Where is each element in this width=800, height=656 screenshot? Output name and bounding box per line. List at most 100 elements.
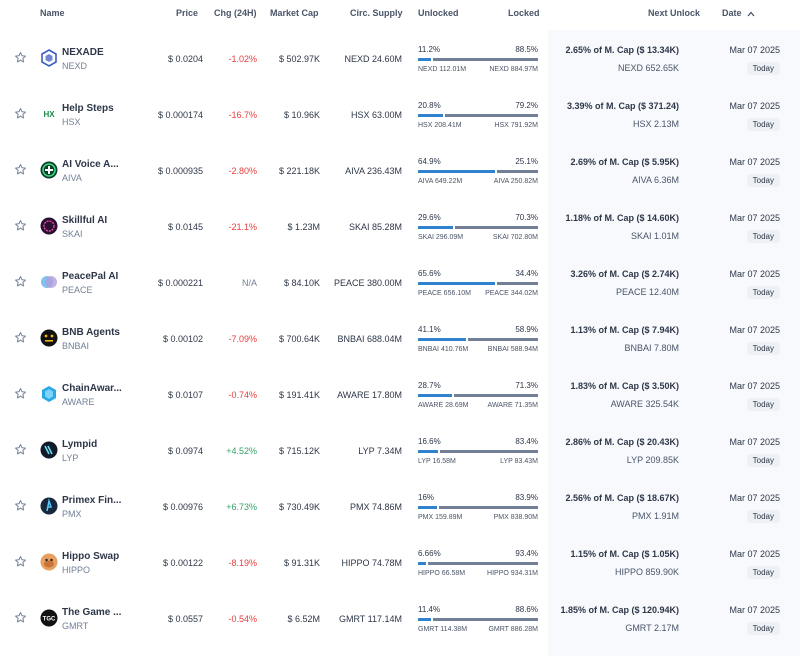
header-next-unlock[interactable]: Next Unlock xyxy=(648,8,701,18)
sort-up-icon xyxy=(747,11,755,17)
locked-bar-fill xyxy=(468,338,538,341)
token-price: $ 0.0145 xyxy=(167,222,203,232)
nexade-logo-icon xyxy=(40,49,58,67)
unlocked-bar-fill xyxy=(418,394,452,397)
unlocked-amount: AIVA 649.22M xyxy=(418,178,463,185)
token-name[interactable]: BNB Agents xyxy=(62,327,120,338)
star-icon[interactable] xyxy=(14,443,27,456)
table-header: Name Price Chg (24H) Market Cap Circ. Su… xyxy=(0,0,800,30)
header-name[interactable]: Name xyxy=(40,8,65,18)
token-name[interactable]: AI Voice A... xyxy=(62,159,119,170)
table-row[interactable]: TGC The Game ... GMRT $ 0.0557 -0.54% $ 6.52M… xyxy=(0,590,800,646)
price-change: -8.19% xyxy=(228,558,257,568)
unlocked-percent: 16% xyxy=(418,493,435,502)
locked-amount: PEACE 344.02M xyxy=(485,290,538,297)
token-price: $ 0.000174 xyxy=(157,110,203,120)
unlocked-percent: 28.7% xyxy=(418,381,441,390)
table-row[interactable]: BNB Agents BNBAI $ 0.00102 -7.09% $ 700.64K B… xyxy=(0,310,800,366)
unlock-progress-bar xyxy=(418,338,538,341)
header-unlocked[interactable]: Unlocked xyxy=(418,8,459,18)
next-unlock-amount: NEXD 652.65K xyxy=(617,63,679,73)
table-row[interactable]: AI Voice A... AIVA $ 0.000935 -2.80% $ 221.1… xyxy=(0,142,800,198)
header-locked[interactable]: Locked xyxy=(508,8,540,18)
header-market-cap[interactable]: Market Cap xyxy=(270,8,319,18)
locked-percent: 79.2% xyxy=(515,101,538,110)
aiva-logo-icon xyxy=(40,161,58,179)
next-unlock-percent: 2.86% of M. Cap ($ 20.43K) xyxy=(565,437,679,447)
locked-bar-fill xyxy=(433,58,538,61)
locked-percent: 88.6% xyxy=(515,605,538,614)
locked-amount: NEXD 884.97M xyxy=(489,66,538,73)
unlocked-bar-fill xyxy=(418,618,431,621)
token-name[interactable]: Lympid xyxy=(62,439,98,450)
table-row[interactable]: HX Help Steps HSX $ 0.000174 -16.7% $ 10.96K H… xyxy=(0,86,800,142)
star-icon[interactable] xyxy=(14,611,27,624)
locked-amount: AWARE 71.35M xyxy=(487,402,538,409)
locked-amount: AIVA 250.82M xyxy=(493,178,538,185)
token-name[interactable]: Primex Fin... xyxy=(62,495,122,506)
market-cap: $ 1.23M xyxy=(287,222,320,232)
tgc-logo-icon: TGC xyxy=(40,609,58,627)
table-row[interactable]: Skillful AI SKAI $ 0.0145 -21.1% $ 1.23M SKAI… xyxy=(0,198,800,254)
next-unlock-amount: LYP 209.85K xyxy=(626,455,679,465)
table-row[interactable]: ChainAwar... AWARE $ 0.0107 -0.74% $ 191.41K… xyxy=(0,366,800,422)
next-unlock-percent: 1.85% of M. Cap ($ 120.94K) xyxy=(560,605,679,615)
token-name[interactable]: Skillful AI xyxy=(62,215,108,226)
star-icon[interactable] xyxy=(14,499,27,512)
table-row[interactable]: Lympid LYP $ 0.0974 +4.52% $ 715.12K LYP 7.34… xyxy=(0,422,800,478)
star-icon[interactable] xyxy=(14,51,27,64)
today-badge: Today xyxy=(746,622,780,635)
unlock-progress-bar xyxy=(418,618,538,621)
unlocked-bar-fill xyxy=(418,338,466,341)
token-name[interactable]: NEXADE xyxy=(62,47,104,58)
star-icon[interactable] xyxy=(14,107,27,120)
token-symbol: HIPPO xyxy=(62,565,91,575)
unlocked-bar-fill xyxy=(418,562,426,565)
table-row[interactable]: PeacePal AI PEACE $ 0.000221 N/A $ 84.10K PEA… xyxy=(0,254,800,310)
star-icon[interactable] xyxy=(14,275,27,288)
header-circ-supply[interactable]: Circ. Supply xyxy=(350,8,403,18)
header-date[interactable]: Date xyxy=(722,8,755,18)
star-icon[interactable] xyxy=(14,387,27,400)
next-unlock-percent: 3.39% of M. Cap ($ 371.24) xyxy=(566,101,679,111)
token-name[interactable]: The Game ... xyxy=(62,607,122,618)
header-chg[interactable]: Chg (24H) xyxy=(214,8,257,18)
circ-supply: PEACE 380.00M xyxy=(333,278,402,288)
price-change: -0.54% xyxy=(228,614,257,624)
star-icon[interactable] xyxy=(14,331,27,344)
star-icon[interactable] xyxy=(14,219,27,232)
unlocked-percent: 41.1% xyxy=(418,325,441,334)
unlocked-amount: NEXD 112.01M xyxy=(418,66,467,73)
locked-bar-fill xyxy=(454,394,538,397)
token-symbol: AIVA xyxy=(62,173,82,183)
token-name[interactable]: ChainAwar... xyxy=(62,383,122,394)
price-change: -2.80% xyxy=(228,166,257,176)
unlocked-amount: LYP 16.58M xyxy=(418,458,456,465)
next-unlock-percent: 1.83% of M. Cap ($ 3.50K) xyxy=(570,381,679,391)
token-price: $ 0.0557 xyxy=(167,614,203,624)
next-unlock-amount: HSX 2.13M xyxy=(632,119,679,129)
circ-supply: AIVA 236.43M xyxy=(345,166,402,176)
star-icon[interactable] xyxy=(14,555,27,568)
circ-supply: HSX 63.00M xyxy=(350,110,402,120)
unlocked-percent: 11.4% xyxy=(418,605,441,614)
locked-amount: PMX 838.90M xyxy=(493,514,538,521)
locked-amount: LYP 83.43M xyxy=(500,458,538,465)
hippo-logo-icon xyxy=(40,553,58,571)
token-name[interactable]: PeacePal AI xyxy=(62,271,119,282)
table-row[interactable]: Hippo Swap HIPPO $ 0.00122 -8.19% $ 91.31K HI… xyxy=(0,534,800,590)
unlock-date: Mar 07 2025 xyxy=(729,437,780,447)
today-badge: Today xyxy=(746,510,780,523)
price-change: +6.73% xyxy=(226,502,257,512)
token-price: $ 0.0974 xyxy=(167,446,203,456)
header-price[interactable]: Price xyxy=(176,8,199,18)
table-row[interactable]: NEXADE NEXD $ 0.0204 -1.02% $ 502.97K NEXD 24… xyxy=(0,30,800,86)
unlocked-percent: 65.6% xyxy=(418,269,441,278)
token-name[interactable]: Help Steps xyxy=(62,103,114,114)
locked-percent: 25.1% xyxy=(515,157,538,166)
token-symbol: GMRT xyxy=(62,621,89,631)
table-row[interactable]: Primex Fin... PMX $ 0.00976 +6.73% $ 730.49K… xyxy=(0,478,800,534)
token-name[interactable]: Hippo Swap xyxy=(62,551,120,562)
price-change: -21.1% xyxy=(228,222,257,232)
star-icon[interactable] xyxy=(14,163,27,176)
